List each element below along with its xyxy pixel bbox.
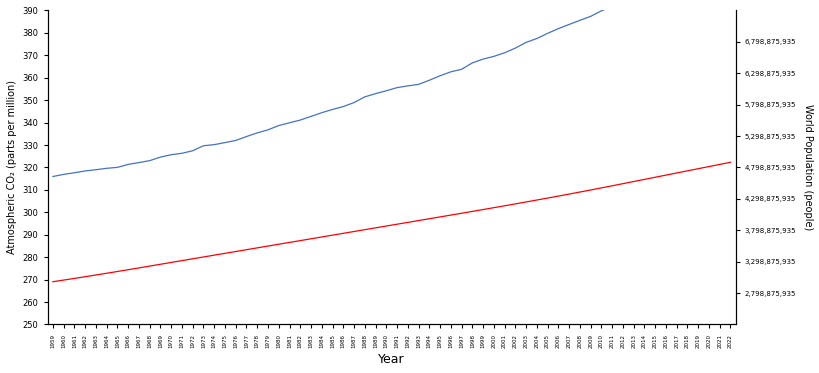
Y-axis label: World Population (people): World Population (people): [802, 104, 812, 231]
Y-axis label: Atmospheric CO₂ (parts per million): Atmospheric CO₂ (parts per million): [7, 81, 17, 254]
X-axis label: Year: Year: [378, 353, 405, 366]
